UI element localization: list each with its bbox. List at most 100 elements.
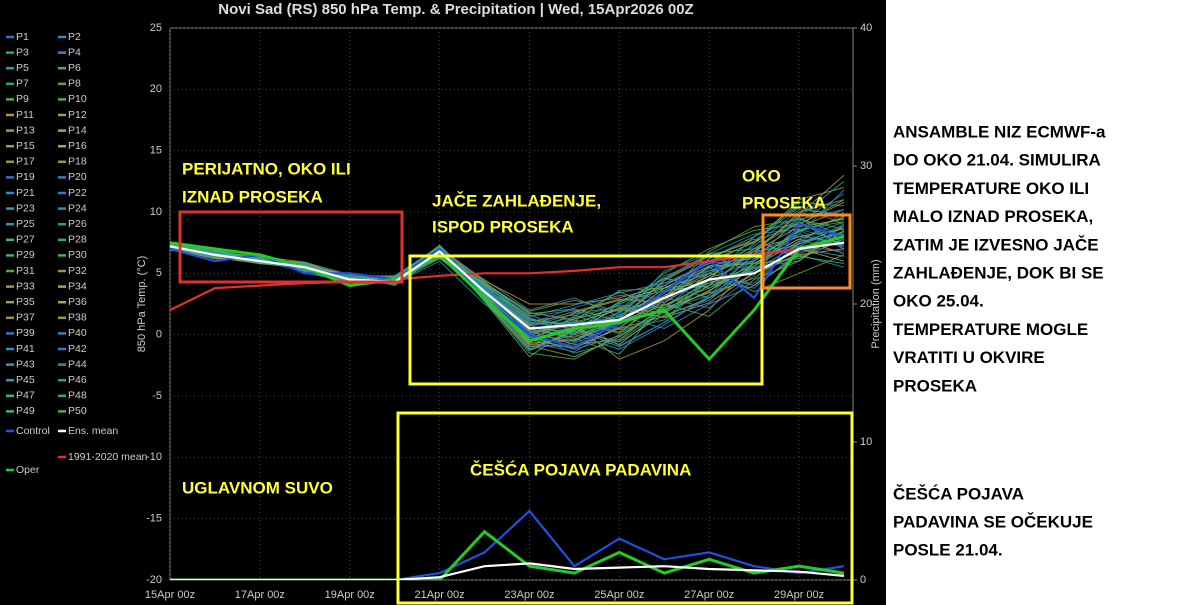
legend-label: P37 — [16, 312, 35, 324]
x-tick-label: 25Apr 00z — [594, 589, 644, 601]
x-tick-label: 29Apr 00z — [774, 589, 824, 601]
legend-label: P7 — [16, 78, 29, 90]
side-text: DO OKO 21.04. SIMULIRA — [893, 151, 1101, 170]
legend-label: P21 — [16, 187, 35, 199]
side-text: ANSAMBLE NIZ ECMWF-a — [893, 122, 1106, 141]
y-tick-label: 0 — [156, 329, 162, 341]
side-text: PADAVINA SE OČEKUJE — [893, 512, 1093, 531]
y-tick-label: 25 — [150, 22, 162, 34]
legend-label: P10 — [68, 93, 87, 105]
precipitation-line — [170, 562, 845, 580]
legend-label: P42 — [68, 343, 87, 355]
legend-label: P45 — [16, 374, 35, 386]
legend-label: P13 — [16, 124, 35, 136]
legend-label: P3 — [16, 46, 29, 58]
legend-label: 1991-2020 mean — [68, 451, 148, 463]
legend-label: Oper — [16, 464, 40, 476]
temperature-line — [170, 223, 845, 317]
y-tick-label: 5 — [156, 267, 162, 279]
legend-label: P26 — [68, 218, 87, 230]
side-text: ZATIM JE IZVESNO JAČE — [893, 235, 1099, 254]
x-tick-label: 15Apr 00z — [145, 589, 195, 601]
y2-tick-label: 10 — [860, 436, 872, 448]
side-text: TEMPERATURE MOGLE — [893, 320, 1088, 339]
temperature-line — [170, 206, 845, 327]
legend-label: P2 — [68, 31, 81, 43]
precipitation-line — [170, 509, 845, 580]
annotation-box — [408, 254, 764, 386]
legend-label: P16 — [68, 140, 87, 152]
y-tick-label: 20 — [150, 83, 162, 95]
legend-label: P33 — [16, 280, 35, 292]
side-text: ČEŠĆA POJAVA — [893, 484, 1024, 503]
legend-label: P40 — [68, 327, 87, 339]
legend-label: Ens. mean — [68, 425, 118, 437]
annotation: IZNAD PROSEKA — [182, 187, 323, 206]
annotation: ČEŠĆA POJAVA PADAVINA — [470, 460, 691, 479]
precipitation-line — [170, 529, 845, 580]
legend-label: P49 — [16, 405, 35, 417]
y2-tick-label: 40 — [860, 22, 872, 34]
annotation: OKO — [742, 166, 781, 185]
legend-label: P43 — [16, 358, 35, 370]
legend-label: P48 — [68, 390, 87, 402]
legend-label: P35 — [16, 296, 35, 308]
legend-label: P38 — [68, 312, 87, 324]
temperature-line — [170, 241, 845, 330]
legend-label: P22 — [68, 187, 87, 199]
legend-label: P47 — [16, 390, 35, 402]
temperature-line — [170, 241, 845, 312]
side-text: ZAHLAĐENJE, DOK BI SE — [893, 263, 1104, 282]
legend-label: P18 — [68, 156, 87, 168]
legend-label: P1 — [16, 31, 29, 43]
annotation-box — [761, 213, 852, 290]
annotation-box — [396, 411, 854, 605]
legend-label: P44 — [68, 358, 87, 370]
y2-tick-label: 20 — [860, 298, 872, 310]
legend-label: P36 — [68, 296, 87, 308]
side-text: POSLE 21.04. — [893, 540, 1003, 559]
legend-label: P31 — [16, 265, 35, 277]
x-tick-label: 23Apr 00z — [504, 589, 554, 601]
legend-label: P17 — [16, 156, 35, 168]
x-tick-label: 27Apr 00z — [684, 589, 734, 601]
legend-label: P39 — [16, 327, 35, 339]
y-tick-label: 10 — [150, 206, 162, 218]
legend-label: P50 — [68, 405, 87, 417]
annotation-box — [178, 210, 404, 284]
y2-tick-label: 0 — [860, 574, 866, 586]
y-tick-label: -5 — [152, 390, 162, 402]
annotation: JAČE ZAHLAĐENJE, — [432, 191, 601, 210]
legend-label: P46 — [68, 374, 87, 386]
legend-label: P41 — [16, 343, 35, 355]
legend-label: P8 — [68, 78, 81, 90]
y-tick-label: -10 — [146, 451, 162, 463]
legend-label: P9 — [16, 93, 29, 105]
legend-label: P19 — [16, 171, 35, 183]
legend-label: P11 — [16, 109, 34, 121]
side-text: VRATITI U OKVIRE — [893, 348, 1045, 367]
legend-label: Control — [16, 425, 50, 437]
legend-label: P32 — [68, 265, 87, 277]
y2-axis-label: Precipitation (mm) — [870, 259, 882, 348]
legend-label: P34 — [68, 280, 87, 292]
annotation: ISPOD PROSEKA — [432, 217, 574, 236]
legend-label: P6 — [68, 62, 81, 74]
side-text: PROSEKA — [893, 376, 977, 395]
legend-label: P24 — [68, 202, 87, 214]
annotation: PERIJATNO, OKO ILI — [182, 159, 351, 178]
legend-label: P25 — [16, 218, 35, 230]
y-axis-label: 850 hPa Temp. (°C) — [136, 256, 148, 353]
legend-label: P29 — [16, 249, 35, 261]
x-tick-label: 21Apr 00z — [415, 589, 465, 601]
y-tick-label: 15 — [150, 145, 162, 157]
legend-label: P23 — [16, 202, 35, 214]
legend-label: P15 — [16, 140, 35, 152]
side-text: MALO IZNAD PROSEKA, — [893, 207, 1093, 226]
legend-label: P12 — [68, 109, 87, 121]
x-tick-label: 19Apr 00z — [325, 589, 375, 601]
annotation: UGLAVNOM SUVO — [182, 478, 333, 497]
side-text: OKO 25.04. — [893, 292, 984, 311]
